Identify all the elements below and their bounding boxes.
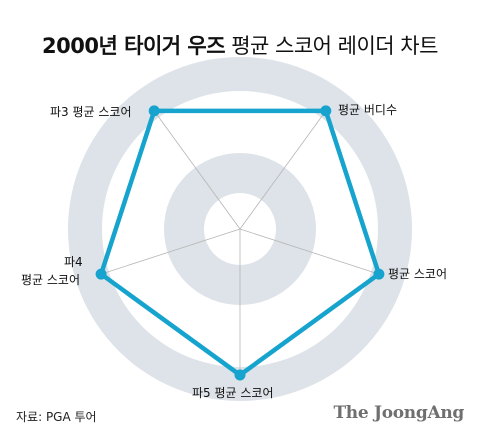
data-point-3 [95, 268, 107, 280]
axis-label-par4-line2: 평균 스코어 [21, 273, 81, 287]
data-point-1 [373, 268, 385, 280]
axis-label-par5: 파5 평균 스코어 [192, 386, 274, 400]
spoke-3 [100, 228, 241, 275]
axis-label-score: 평균 스코어 [388, 267, 448, 281]
spoke-0 [239, 110, 327, 230]
source-note: 자료: PGA 투어 [16, 410, 97, 424]
series-line-0 [98, 108, 382, 378]
axis-label-par4-line1: 파4 [64, 255, 83, 269]
data-point-0 [320, 105, 332, 117]
brand-logo: The JoongAng [333, 403, 464, 423]
axis-label-par3: 파3 평균 스코어 [50, 105, 132, 119]
chart-title: 2000년 타이거 우즈 평균 스코어 레이더 차트 [0, 30, 480, 60]
data-point-2 [234, 369, 246, 381]
data-point-4 [148, 105, 160, 117]
spoke-4 [153, 110, 241, 230]
chart-title-light: 평균 스코어 레이더 차트 [225, 34, 438, 58]
spoke-1 [239, 228, 380, 275]
chart-title-bold: 2000년 타이거 우즈 [42, 34, 226, 58]
axis-label-birdie: 평균 버디수 [338, 103, 398, 117]
radar-series [95, 105, 385, 381]
radar-spokes [100, 110, 380, 375]
